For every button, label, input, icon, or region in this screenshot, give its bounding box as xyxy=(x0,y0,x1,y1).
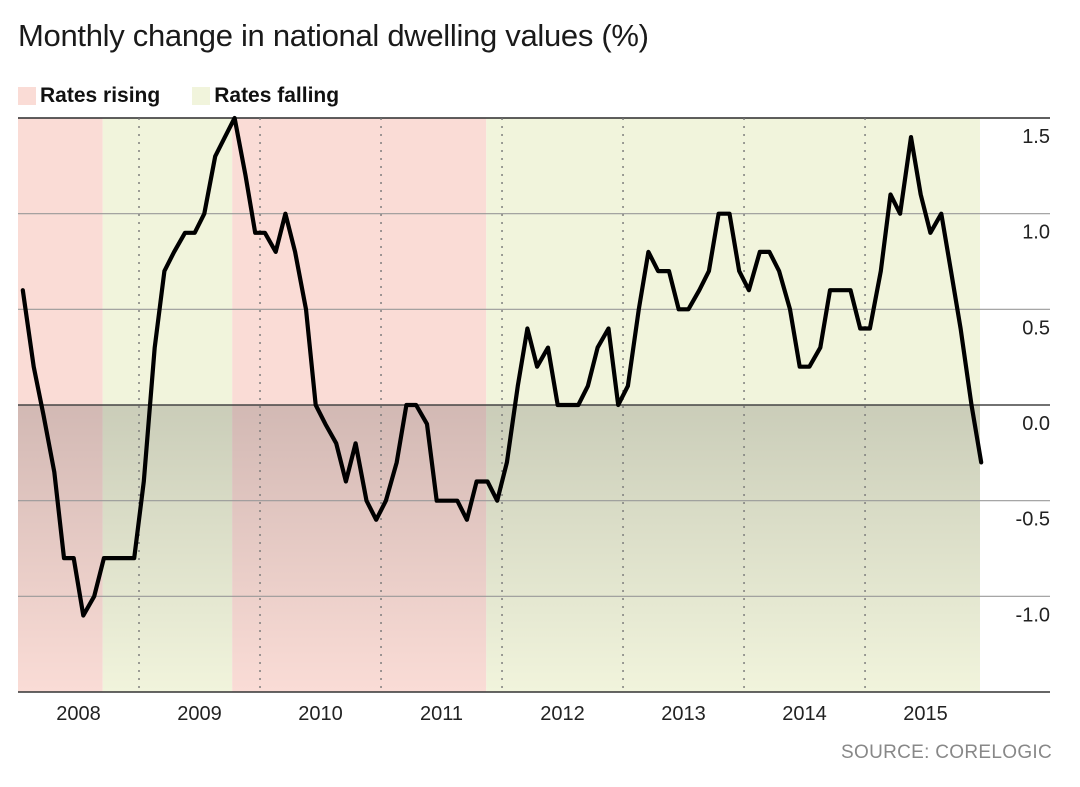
y-tick-label-2: 0.5 xyxy=(1022,317,1050,339)
x-tick-label-2012: 2012 xyxy=(540,703,585,725)
legend: Rates rising Rates falling xyxy=(18,84,371,108)
legend-swatch-rates-falling xyxy=(192,87,211,105)
x-tick-label-2010: 2010 xyxy=(298,703,343,725)
legend-label-rates-falling: Rates falling xyxy=(214,84,340,107)
x-tick-label-2013: 2013 xyxy=(661,703,706,725)
series-line xyxy=(20,115,984,618)
y-tick-label-0: 1.5 xyxy=(1022,126,1050,148)
y-tick-label-3: 0.0 xyxy=(1022,413,1050,435)
legend-swatch-rates-rising xyxy=(18,87,36,105)
x-axis-tick-labels: 2008 2009 2010 2011 2012 2013 2014 2015 xyxy=(56,703,948,725)
y-tick-label-5: -1.0 xyxy=(1016,604,1050,626)
y-tick-label-4: -0.5 xyxy=(1016,509,1050,531)
x-tick-label-2014: 2014 xyxy=(782,703,827,725)
y-tick-label-1: 1.0 xyxy=(1022,222,1050,244)
x-tick-label-2008: 2008 xyxy=(56,703,101,725)
x-tick-label-2015: 2015 xyxy=(903,703,948,725)
data-series xyxy=(20,115,984,618)
source-note: SOURCE: CORELOGIC xyxy=(841,742,1052,763)
legend-label-rates-rising: Rates rising xyxy=(40,84,161,107)
x-tick-label-2011: 2011 xyxy=(420,703,463,725)
legend-item-rates-falling: Rates falling xyxy=(192,84,339,108)
legend-item-rates-rising: Rates rising xyxy=(18,84,160,108)
gridlines xyxy=(18,117,1050,693)
below-zero-shading xyxy=(18,405,980,692)
y-axis-tick-labels: 1.5 1.0 0.5 0.0 -0.5 -1.0 xyxy=(1016,126,1050,626)
chart-title: Monthly change in national dwelling valu… xyxy=(18,18,649,53)
x-tick-label-2009: 2009 xyxy=(177,703,222,725)
